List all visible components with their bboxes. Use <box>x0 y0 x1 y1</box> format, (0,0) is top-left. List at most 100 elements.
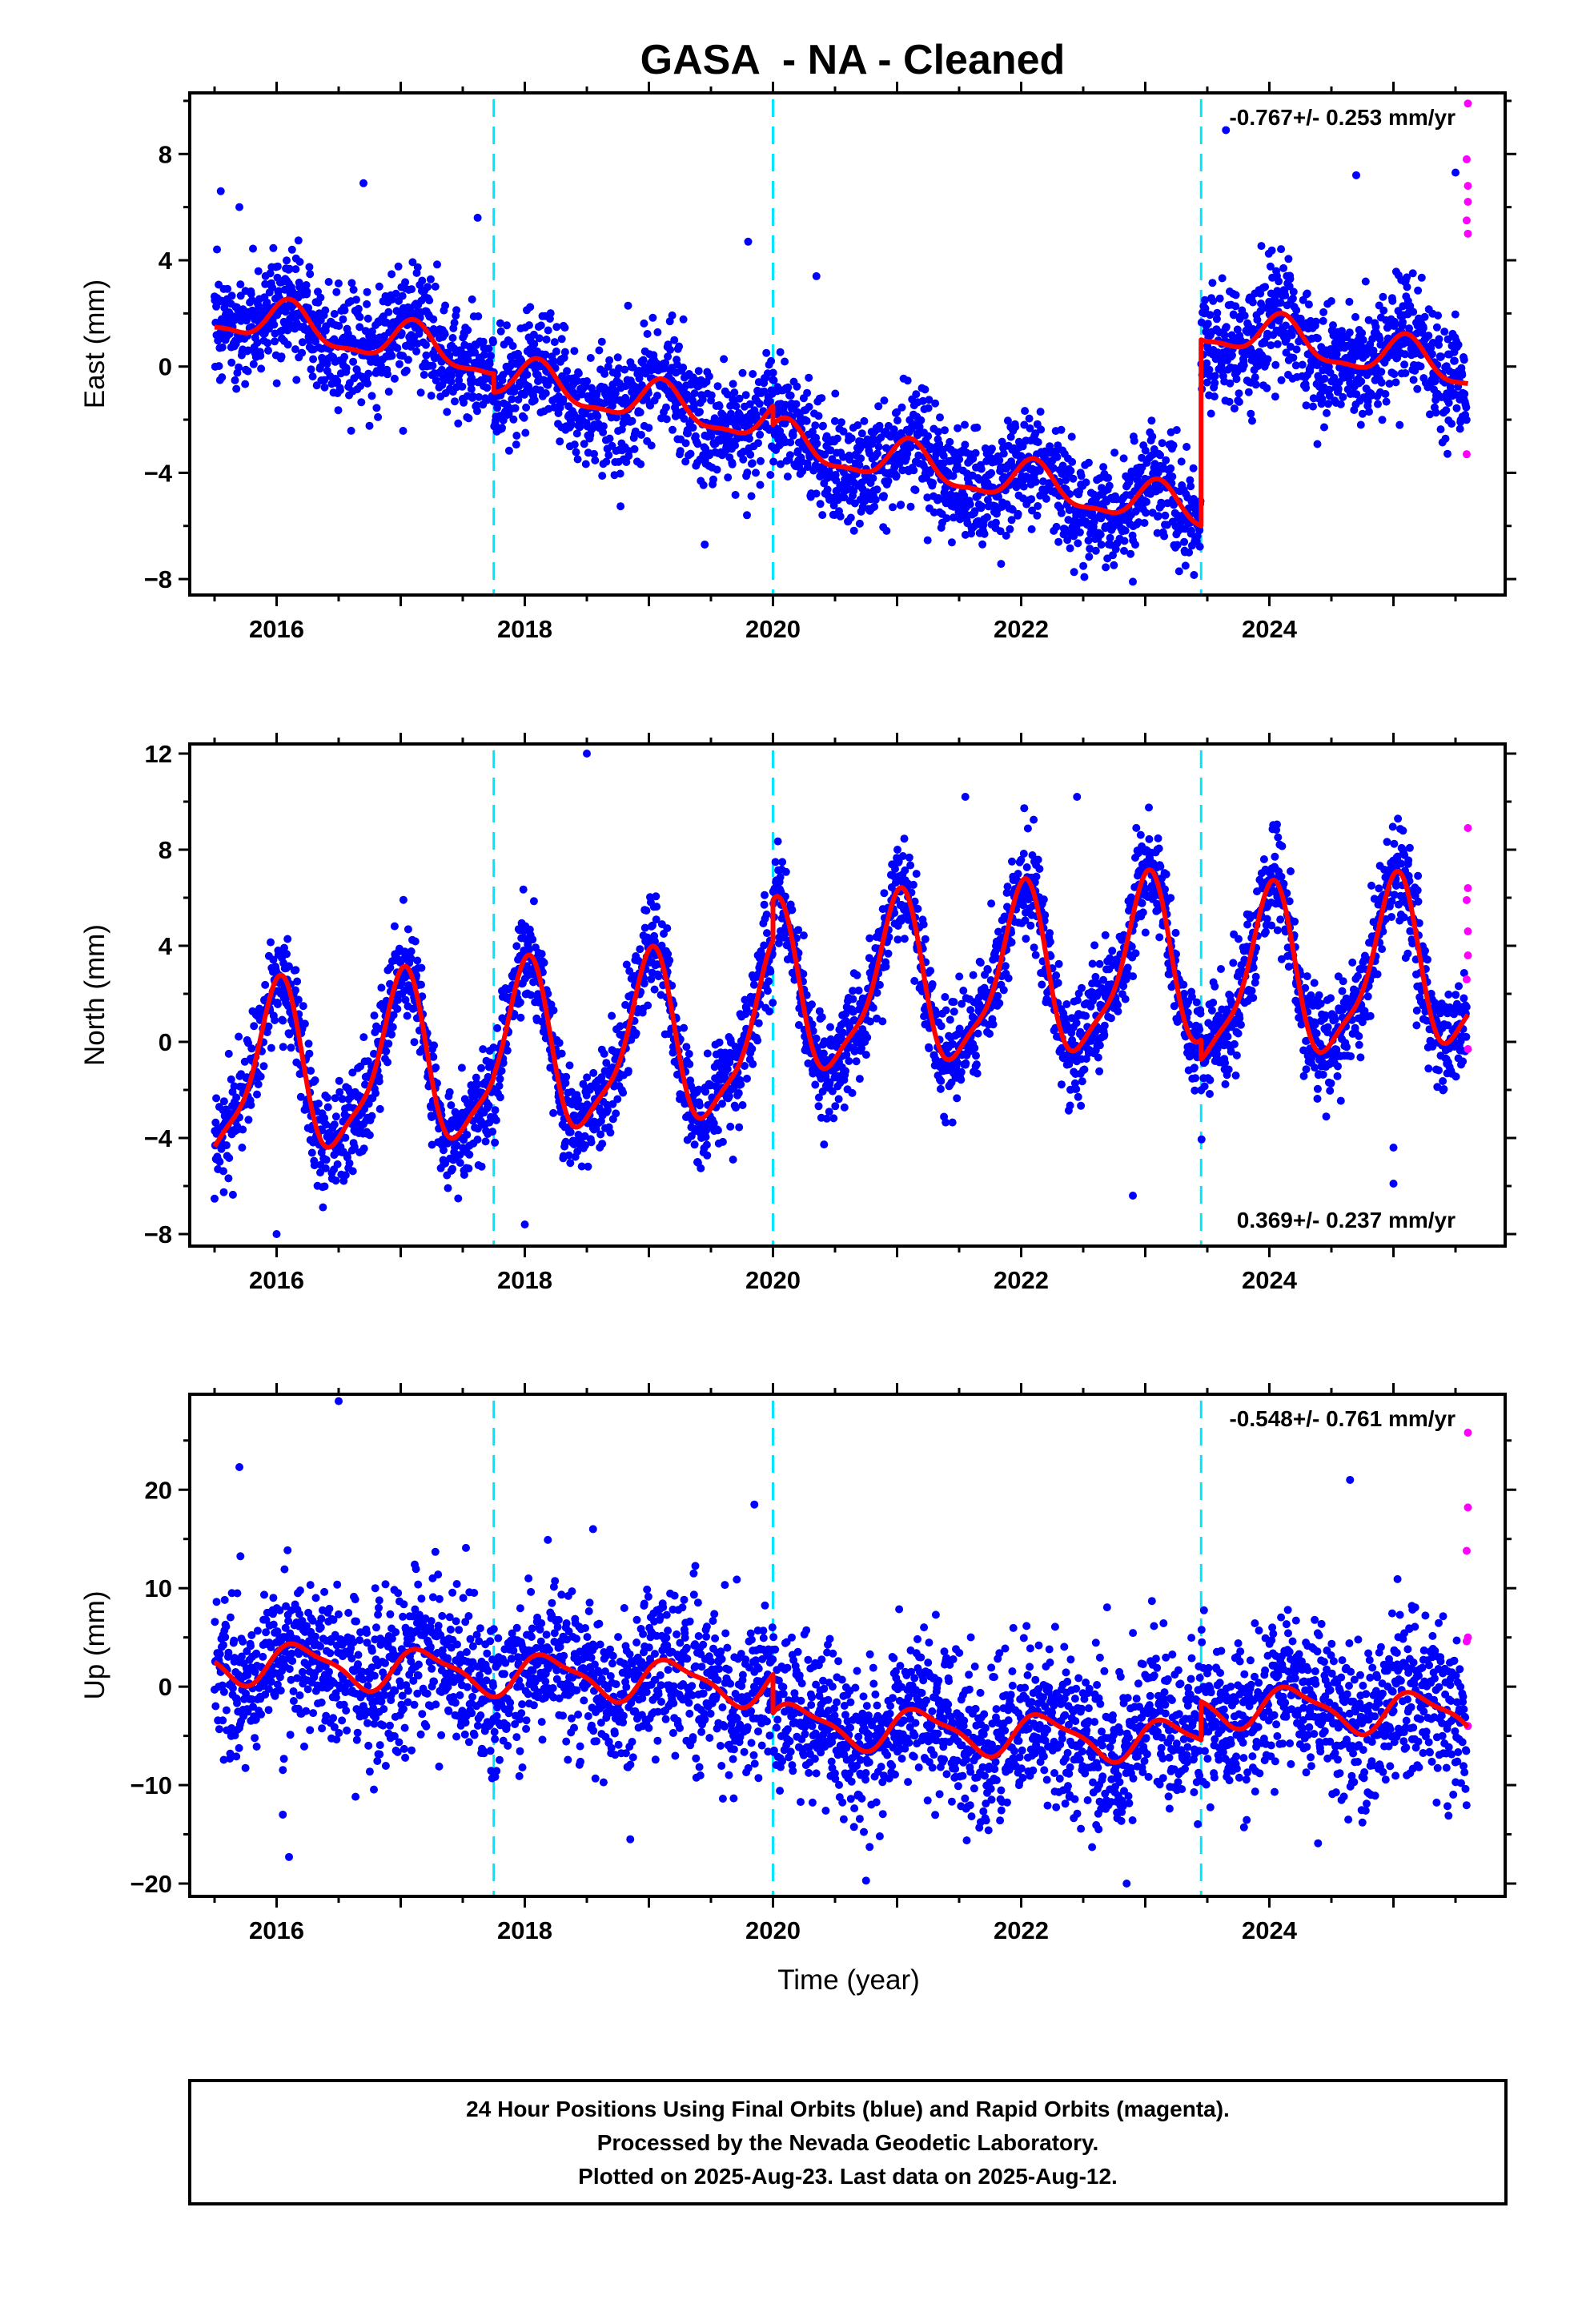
final-orbit-point <box>613 1095 622 1104</box>
final-orbit-point <box>445 1088 454 1096</box>
final-orbit-point <box>272 379 281 388</box>
final-orbit-point <box>574 369 583 378</box>
final-orbit-point <box>496 1093 504 1102</box>
final-orbit-point <box>925 396 934 404</box>
final-orbit-point <box>566 1128 575 1136</box>
final-orbit-point <box>1409 376 1418 384</box>
final-orbit-point <box>454 419 463 428</box>
final-orbit-point <box>781 357 789 366</box>
final-orbit-point <box>1104 473 1113 482</box>
final-orbit-point <box>391 289 400 298</box>
final-orbit-point <box>1385 380 1394 388</box>
final-orbit-point <box>365 1131 374 1140</box>
final-orbit-point <box>1054 441 1062 450</box>
final-orbit-point <box>1203 378 1211 387</box>
final-orbit-point <box>263 298 271 307</box>
final-orbit-point <box>1053 452 1062 461</box>
final-orbit-point <box>839 452 848 461</box>
final-orbit-point <box>1111 545 1120 553</box>
final-orbit-point <box>808 428 817 436</box>
final-orbit-point <box>340 352 349 361</box>
final-orbit-point <box>227 292 236 300</box>
final-orbit-point <box>390 374 399 383</box>
final-orbit-point <box>536 321 545 330</box>
final-orbit-point <box>1375 335 1384 344</box>
final-orbit-point <box>769 457 778 466</box>
final-orbit-point <box>762 348 771 357</box>
final-orbit-point <box>508 395 516 404</box>
final-orbit-point <box>631 383 640 391</box>
final-orbit-point <box>1097 541 1106 549</box>
final-orbit-point <box>995 456 1004 464</box>
final-orbit-point <box>456 1159 464 1167</box>
final-orbit-point <box>427 392 436 400</box>
final-orbit-point <box>1261 283 1270 292</box>
final-orbit-point <box>1277 245 1286 254</box>
final-orbit-point <box>1042 494 1050 503</box>
final-orbit-point <box>661 359 670 368</box>
final-orbit-point <box>1028 506 1036 515</box>
final-orbit-point <box>310 1161 319 1170</box>
final-orbit-point <box>652 892 661 901</box>
final-orbit-point <box>1400 360 1409 369</box>
final-orbit-point <box>1399 302 1407 311</box>
final-orbit-point <box>1109 551 1117 560</box>
final-orbit-point <box>987 468 996 477</box>
final-orbit-point <box>1129 577 1137 586</box>
final-orbit-point <box>1027 525 1036 533</box>
final-orbit-point <box>884 476 893 485</box>
final-orbit-point <box>814 412 823 420</box>
final-orbit-point <box>709 475 717 484</box>
final-orbit-point <box>1203 359 1211 368</box>
final-orbit-point <box>264 1022 273 1031</box>
final-orbit-point <box>803 388 812 397</box>
final-orbit-point <box>1006 525 1014 533</box>
final-orbit-point <box>215 1157 224 1166</box>
final-orbit-point <box>1351 312 1359 321</box>
final-orbit-point <box>410 1038 419 1047</box>
final-orbit-point <box>1057 425 1066 434</box>
final-orbit-point <box>875 421 884 430</box>
final-orbit-point <box>321 1164 330 1172</box>
final-orbit-point <box>980 529 989 538</box>
final-orbit-point <box>1154 512 1162 521</box>
final-orbit-point <box>1364 316 1373 324</box>
final-orbit-point <box>1263 355 1272 364</box>
final-orbit-point <box>1319 316 1327 325</box>
final-orbit-point <box>1066 544 1074 553</box>
final-orbit-point <box>1182 443 1191 451</box>
final-orbit-point <box>1017 452 1026 460</box>
final-orbit-point <box>354 304 363 313</box>
final-orbit-point <box>338 1095 347 1104</box>
final-orbit-point <box>1436 425 1445 434</box>
final-orbit-point <box>1080 573 1089 581</box>
final-orbit-point <box>727 409 735 418</box>
final-orbit-point <box>1019 482 1028 491</box>
final-orbit-point <box>1320 374 1329 383</box>
final-orbit-point <box>562 1072 571 1081</box>
final-orbit-point <box>1405 324 1414 333</box>
final-orbit-point <box>792 400 801 408</box>
final-orbit-point <box>387 270 396 279</box>
final-orbit-point <box>335 1088 344 1096</box>
final-orbit-point <box>697 1164 705 1172</box>
final-orbit-point <box>1180 537 1189 546</box>
final-orbit-point <box>283 340 292 349</box>
final-orbit-point <box>1403 283 1411 292</box>
final-orbit-point <box>644 1001 652 1010</box>
final-orbit-point <box>475 392 484 401</box>
final-orbit-point <box>1189 464 1198 472</box>
final-orbit-point <box>988 444 996 453</box>
final-orbit-point <box>765 1007 773 1015</box>
final-orbit-point <box>1105 481 1114 490</box>
final-orbit-point <box>432 1063 440 1072</box>
final-orbit-point <box>622 458 631 466</box>
final-orbit-point <box>1026 424 1034 432</box>
final-orbit-point <box>1462 416 1471 424</box>
final-orbit-point <box>249 360 258 368</box>
final-orbit-point <box>1084 537 1093 545</box>
final-orbit-point <box>1292 306 1301 315</box>
final-orbit-point <box>644 424 653 432</box>
y-tick-label: −8 <box>144 565 172 593</box>
final-orbit-point <box>769 999 777 1007</box>
